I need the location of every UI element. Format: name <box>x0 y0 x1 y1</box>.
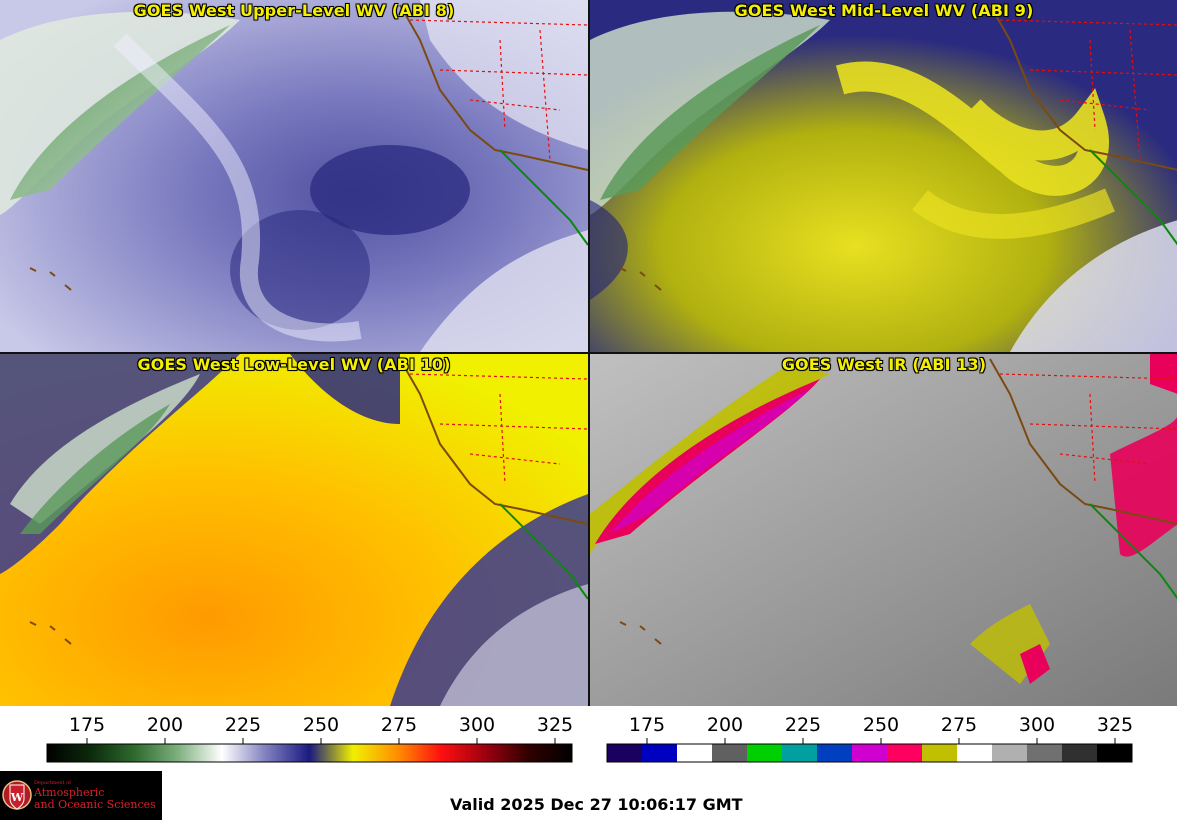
colorbar-segment <box>607 744 643 762</box>
colorbar-segment <box>887 744 923 762</box>
colorbar-segment <box>712 744 748 762</box>
uw-crest-icon: W <box>2 780 32 810</box>
logo-line-oceanic: and Oceanic Sciences <box>34 798 156 811</box>
upper-level-wv-image <box>0 0 588 352</box>
colorbar-tick-label: 275 <box>380 714 418 736</box>
mid-level-wv-image <box>590 0 1177 352</box>
colorbar-gradient <box>46 743 573 763</box>
colorbar-segment <box>1097 744 1133 762</box>
colorbar-tick-label: 175 <box>628 714 666 736</box>
ir-colorbar: 175 200 225 250 275 300 325 <box>600 706 1140 766</box>
colorbar-tick-label: 275 <box>940 714 978 736</box>
panel-mid-level-wv: GOES West Mid-Level WV (ABI 9) <box>590 0 1177 352</box>
colorbar-segment <box>922 744 958 762</box>
colorbar-graphic <box>606 738 1133 763</box>
colorbar-segment <box>957 744 993 762</box>
colorbar-tick-label: 325 <box>536 714 574 736</box>
colorbar-graphic <box>46 738 573 763</box>
colorbar-segment <box>747 744 783 762</box>
aos-logo: W Department of Atmospheric and Oceanic … <box>0 771 162 820</box>
wv-colorbar: 175 200 225 250 275 300 325 <box>40 706 580 766</box>
colorbar-tick-label: 325 <box>1096 714 1134 736</box>
panel-upper-level-wv: GOES West Upper-Level WV (ABI 8) <box>0 0 588 352</box>
colorbar-tick-label: 225 <box>784 714 822 736</box>
panel-low-level-wv: GOES West Low-Level WV (ABI 10) <box>0 354 588 706</box>
colorbar-segment <box>782 744 818 762</box>
horizontal-divider <box>0 352 1177 354</box>
colorbar-segment <box>677 744 713 762</box>
colorbar-tick-label: 300 <box>1018 714 1056 736</box>
svg-text:W: W <box>10 791 24 804</box>
colorbar-tick-label: 200 <box>146 714 184 736</box>
logo-line-department: Department of <box>34 780 71 786</box>
colorbar-tick-label: 175 <box>68 714 106 736</box>
panel-title: GOES West Low-Level WV (ABI 10) <box>137 355 451 374</box>
ir-image <box>590 354 1177 706</box>
colorbar-segment <box>1027 744 1063 762</box>
panel-title: GOES West IR (ABI 13) <box>781 355 987 374</box>
colorbar-tick-label: 250 <box>862 714 900 736</box>
colorbar-segment <box>817 744 853 762</box>
colorbar-tick-label: 250 <box>302 714 340 736</box>
colorbar-frame <box>606 743 1133 763</box>
panel-ir: GOES West IR (ABI 13) <box>590 354 1177 706</box>
panel-title: GOES West Mid-Level WV (ABI 9) <box>734 1 1034 20</box>
colorbar-segment <box>992 744 1028 762</box>
colorbar-tick-label: 300 <box>458 714 496 736</box>
colorbar-segment <box>642 744 678 762</box>
logo-text: Department of Atmospheric and Oceanic Sc… <box>34 780 156 811</box>
colorbar-segment <box>1062 744 1098 762</box>
colorbar-tick-label: 225 <box>224 714 262 736</box>
panel-title: GOES West Upper-Level WV (ABI 8) <box>133 1 455 20</box>
logo-line-atmospheric: Atmospheric <box>34 786 105 799</box>
colorbar-tick-label: 200 <box>706 714 744 736</box>
valid-time: Valid 2025 Dec 27 10:06:17 GMT <box>450 795 743 814</box>
low-level-wv-image <box>0 354 588 706</box>
colorbar-segment <box>852 744 888 762</box>
